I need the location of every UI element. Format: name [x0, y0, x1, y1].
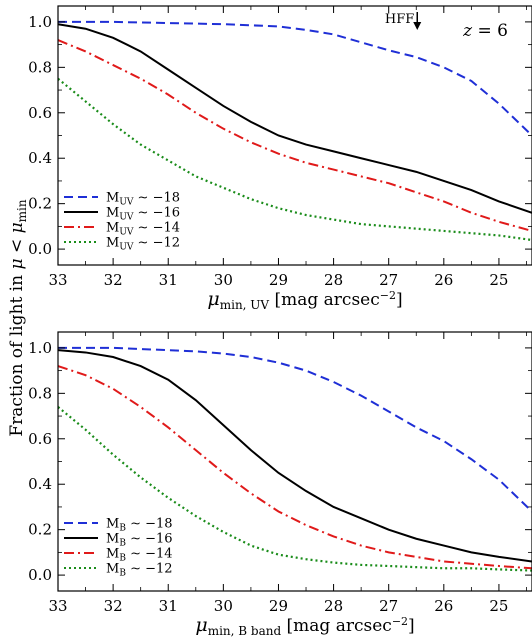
x-tick-label: 31 [159, 597, 178, 615]
x-tick-label: 32 [104, 271, 123, 289]
x-tick-label: 29 [269, 271, 288, 289]
x-tick-label: 25 [489, 271, 508, 289]
hff-arrow-head [413, 22, 422, 30]
x-tick-label: 33 [48, 597, 67, 615]
x-tick-label: 25 [489, 597, 508, 615]
x-axis-label: μmin, B band [mag arcsec−2] [195, 614, 414, 637]
x-tick-label: 27 [379, 597, 398, 615]
legend-label-3: MUV ∼ −12 [106, 236, 180, 253]
legend-label-1: MB ∼ −16 [106, 532, 173, 549]
y-tick-label: 0.8 [28, 384, 52, 402]
bottom-panel: 33 32 31 30 29 28 27 26 25 0.0 0.2 0.4 0.6 0.8 1.0 μmin… [28, 331, 532, 637]
y-tick-label: 0.4 [28, 475, 52, 493]
y-tick-label: 0.0 [28, 240, 52, 258]
x-tick-label: 31 [159, 271, 178, 289]
x-tick-label: 28 [324, 597, 343, 615]
legend-label-1: MUV ∼ −16 [106, 206, 180, 223]
series-line-3 [58, 406, 532, 572]
x-tick-label: 26 [434, 597, 453, 615]
top-panel: 33 32 31 30 29 28 27 26 25 0.0 0.2 0.4 0.6 0.8 1.0 μmin… [28, 5, 532, 312]
x-tick-label: 27 [379, 271, 398, 289]
x-tick-label: 30 [214, 597, 233, 615]
y-tick-label: 0.6 [28, 430, 52, 448]
series-line-1 [58, 23, 532, 214]
hff-annotation-label: HFF [385, 12, 414, 27]
legend-label-3: MB ∼ −12 [106, 562, 173, 579]
x-tick-label: 28 [324, 271, 343, 289]
series-line-1 [58, 349, 532, 563]
x-tick-label: 26 [434, 271, 453, 289]
series-line-2 [58, 39, 532, 232]
legend-label-2: MB ∼ −14 [106, 547, 173, 564]
y-tick-label: 0.2 [28, 521, 52, 539]
y-tick-label: 1.0 [28, 339, 52, 357]
x-tick-label: 33 [48, 271, 67, 289]
x-tick-label: 29 [269, 597, 288, 615]
x-axis-label: μmin, UV [mag arcsec−2] [207, 288, 402, 312]
y-tick-label: 1.0 [28, 13, 52, 31]
legend-label-0: MUV ∼ −18 [106, 191, 180, 208]
series-line-0 [58, 20, 532, 137]
y-tick-label: 0.6 [28, 104, 52, 122]
y-tick-label: 0.0 [28, 566, 52, 584]
legend-label-2: MUV ∼ −14 [106, 221, 180, 238]
series-line-3 [58, 77, 532, 242]
redshift-label: z = 6 [462, 21, 508, 41]
y-tick-label: 0.2 [28, 195, 52, 213]
y-tick-label: 0.4 [28, 149, 52, 167]
x-tick-label: 32 [104, 597, 123, 615]
y-tick-label: 0.8 [28, 58, 52, 76]
series-line-0 [58, 346, 532, 513]
shared-y-axis-label: Fraction of light in μ < μmin [7, 199, 29, 437]
x-tick-label: 30 [214, 271, 233, 289]
series-line-2 [58, 365, 532, 570]
legend-label-0: MB ∼ −18 [106, 517, 173, 534]
